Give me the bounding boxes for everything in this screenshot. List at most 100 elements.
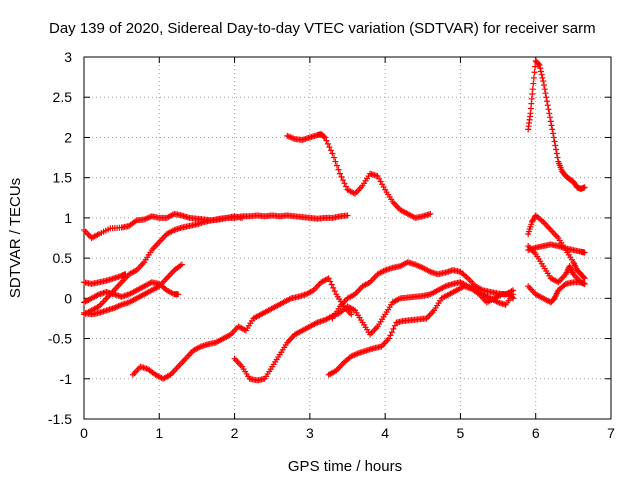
data-point	[323, 137, 330, 144]
data-point	[530, 80, 537, 87]
data-point	[335, 166, 342, 173]
data-point	[327, 147, 334, 154]
series-arc7	[231, 279, 517, 384]
data-point	[536, 62, 543, 69]
data-point	[510, 295, 517, 302]
data-point	[537, 68, 544, 75]
data-point	[546, 110, 553, 117]
data-point	[554, 154, 561, 161]
data-point	[339, 177, 346, 184]
data-point	[388, 329, 395, 336]
data-point	[529, 86, 536, 93]
data-point	[581, 280, 588, 287]
data-point	[390, 325, 397, 332]
data-point	[175, 291, 182, 298]
y-tick-label: 1	[64, 210, 72, 226]
x-tick-label: 0	[80, 425, 88, 441]
x-tick-label: 2	[231, 425, 239, 441]
data-point	[547, 114, 554, 121]
series-arc6	[129, 275, 355, 382]
data-point	[391, 322, 398, 329]
data-point	[540, 82, 547, 89]
series-arc13	[525, 241, 588, 256]
data-point	[325, 275, 332, 282]
series-arc15	[525, 279, 588, 306]
data-point	[342, 183, 349, 190]
data-point	[333, 162, 340, 169]
data-point	[540, 78, 547, 85]
x-tick-label: 3	[306, 425, 314, 441]
data-point	[326, 144, 333, 151]
x-tick-label: 1	[155, 425, 163, 441]
data-point	[531, 69, 538, 76]
data-point	[550, 134, 557, 141]
data-point	[530, 74, 537, 81]
series-arc5	[81, 279, 182, 306]
data-point	[336, 170, 343, 177]
y-axis-ticks: -1.5 -1 -0.5 0 0.5 1 1.5 2 2.5 3	[48, 49, 611, 427]
data-point	[539, 74, 546, 81]
data-point	[387, 332, 394, 339]
chart-title: Day 139 of 2020, Sidereal Day-to-day VTE…	[49, 20, 596, 37]
x-tick-label: 6	[532, 425, 540, 441]
data-point	[385, 335, 392, 342]
x-tick-label: 7	[607, 425, 615, 441]
data-point	[348, 311, 355, 318]
data-point	[239, 214, 246, 221]
data-point	[550, 130, 557, 137]
series-arc4	[81, 261, 185, 318]
data-point	[327, 278, 334, 285]
data-point	[427, 210, 434, 217]
data-point	[341, 180, 348, 187]
x-tick-label: 4	[381, 425, 389, 441]
data-point	[510, 287, 517, 294]
data-point	[542, 90, 549, 97]
data-point	[324, 140, 331, 147]
y-tick-label: 0	[64, 290, 72, 306]
data-point	[544, 98, 551, 105]
data-point	[532, 63, 539, 70]
data-point	[544, 102, 551, 109]
data-point	[321, 133, 328, 140]
y-tick-label: -1	[60, 371, 73, 387]
data-point	[535, 61, 542, 68]
x-axis-ticks: 0 1 2 3 4 5 6 7	[80, 57, 615, 441]
data-point	[548, 122, 555, 129]
data-point	[581, 275, 588, 282]
data-point	[537, 65, 544, 72]
data-point	[329, 150, 336, 157]
series-arc11	[525, 58, 588, 192]
y-tick-label: 2	[64, 129, 72, 145]
data-point	[538, 71, 545, 78]
data-point	[547, 118, 554, 125]
data-point	[509, 294, 516, 301]
data-point	[541, 86, 548, 93]
series-arc9	[329, 259, 517, 322]
data-point	[178, 261, 185, 268]
x-tick-label: 5	[457, 425, 465, 441]
data-point	[580, 274, 587, 281]
data-point	[328, 281, 335, 288]
data-point	[581, 184, 588, 191]
data-point	[549, 126, 556, 133]
data-point	[331, 288, 338, 295]
data-point	[545, 106, 552, 113]
y-axis-label: SDTVAR / TECUs	[7, 178, 24, 298]
data-point	[581, 249, 588, 256]
y-tick-label: 1.5	[53, 170, 73, 186]
data-point	[552, 142, 559, 149]
grid-lines	[84, 57, 611, 419]
y-tick-label: -0.5	[48, 331, 72, 347]
data-point	[553, 146, 560, 153]
data-point	[332, 158, 339, 165]
data-point	[553, 150, 560, 157]
data-point	[344, 212, 351, 219]
y-tick-label: 2.5	[53, 89, 73, 105]
x-axis-label: GPS time / hours	[288, 458, 402, 475]
y-tick-label: -1.5	[48, 411, 72, 427]
series-arc2	[81, 271, 129, 287]
data-point	[551, 138, 558, 145]
y-tick-label: 0.5	[53, 250, 73, 266]
data-point	[338, 173, 345, 180]
